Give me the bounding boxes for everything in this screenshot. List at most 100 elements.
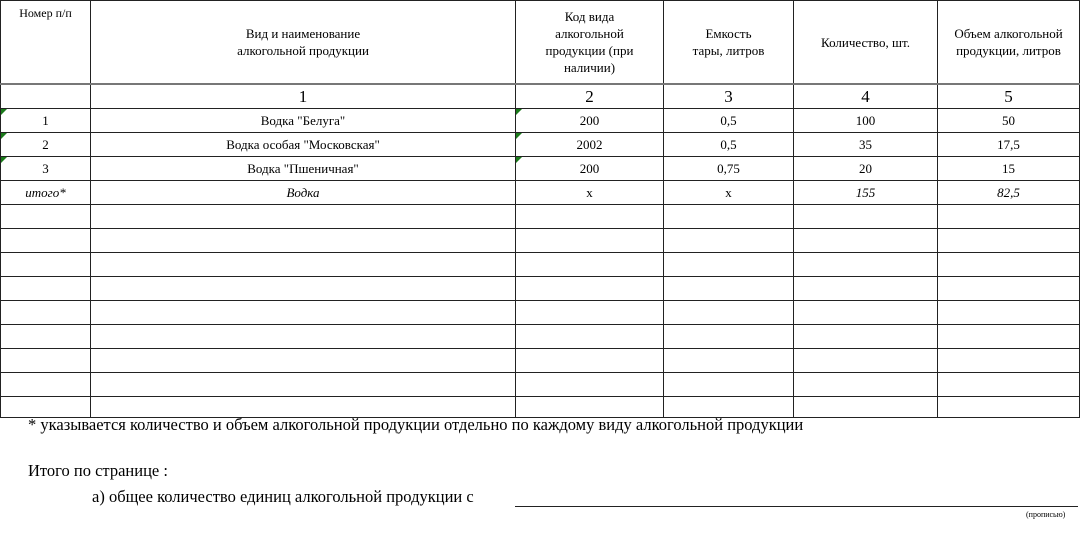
header-cell[interactable]: Вид и наименование алкогольной продукции bbox=[90, 0, 516, 85]
cell[interactable]: 3 bbox=[0, 156, 91, 181]
cell[interactable]: 0,75 bbox=[663, 156, 794, 181]
cell[interactable] bbox=[90, 276, 516, 301]
cell[interactable] bbox=[793, 228, 938, 253]
cell[interactable]: 200 bbox=[515, 108, 664, 133]
cell[interactable] bbox=[515, 372, 664, 397]
cell[interactable]: 5 bbox=[937, 83, 1080, 109]
cell[interactable] bbox=[937, 300, 1080, 325]
cell[interactable]: 100 bbox=[793, 108, 938, 133]
header-cell[interactable]: Емкость тары, литров bbox=[663, 0, 794, 85]
cell[interactable]: 50 bbox=[937, 108, 1080, 133]
empty-row bbox=[0, 228, 1080, 253]
cell[interactable] bbox=[0, 324, 91, 349]
cell[interactable] bbox=[793, 300, 938, 325]
number-as-text-marker-icon bbox=[1, 133, 7, 139]
cell[interactable] bbox=[937, 396, 1080, 418]
cell[interactable] bbox=[793, 276, 938, 301]
cell[interactable] bbox=[0, 300, 91, 325]
header-cell[interactable]: Номер п/п bbox=[0, 0, 91, 85]
cell[interactable]: 15 bbox=[937, 156, 1080, 181]
cell[interactable]: итого* bbox=[0, 180, 91, 205]
cell[interactable] bbox=[793, 324, 938, 349]
cell[interactable] bbox=[663, 204, 794, 229]
cell[interactable]: Водка особая "Московская" bbox=[90, 132, 516, 157]
cell[interactable]: 0,5 bbox=[663, 132, 794, 157]
empty-row bbox=[0, 252, 1080, 277]
cell[interactable] bbox=[515, 348, 664, 373]
cell[interactable] bbox=[0, 204, 91, 229]
cell[interactable] bbox=[0, 228, 91, 253]
cell[interactable] bbox=[0, 348, 91, 373]
cell[interactable] bbox=[937, 276, 1080, 301]
cell[interactable]: 3 bbox=[663, 83, 794, 109]
cell[interactable] bbox=[0, 252, 91, 277]
cell[interactable] bbox=[515, 228, 664, 253]
cell[interactable] bbox=[663, 276, 794, 301]
total-row: итого* Водка х х 155 82,5 bbox=[0, 180, 1080, 205]
header-cell[interactable]: Объем алкогольной продукции, литров bbox=[937, 0, 1080, 85]
cell[interactable] bbox=[937, 324, 1080, 349]
cell[interactable] bbox=[515, 204, 664, 229]
cell[interactable]: Водка "Белуга" bbox=[90, 108, 516, 133]
column-number-row: 1 2 3 4 5 bbox=[0, 83, 1080, 109]
cell[interactable] bbox=[663, 252, 794, 277]
cell[interactable] bbox=[90, 372, 516, 397]
cell[interactable]: х bbox=[663, 180, 794, 205]
cell[interactable]: 35 bbox=[793, 132, 938, 157]
cell[interactable]: 20 bbox=[793, 156, 938, 181]
cell[interactable]: 200 bbox=[515, 156, 664, 181]
cell[interactable] bbox=[937, 372, 1080, 397]
cell[interactable] bbox=[0, 83, 91, 109]
cell[interactable] bbox=[663, 300, 794, 325]
cell[interactable] bbox=[90, 204, 516, 229]
number-as-text-marker-icon bbox=[1, 157, 7, 163]
cell[interactable] bbox=[937, 204, 1080, 229]
cell[interactable]: 2 bbox=[0, 132, 91, 157]
cell[interactable] bbox=[515, 276, 664, 301]
number-as-text-marker-icon bbox=[516, 133, 522, 139]
in-words-hint: (прописью) bbox=[1026, 510, 1066, 519]
cell[interactable] bbox=[937, 348, 1080, 373]
cell[interactable] bbox=[90, 300, 516, 325]
empty-row bbox=[0, 300, 1080, 325]
cell[interactable] bbox=[663, 348, 794, 373]
cell[interactable] bbox=[663, 228, 794, 253]
cell[interactable] bbox=[90, 228, 516, 253]
cell[interactable] bbox=[90, 324, 516, 349]
cell[interactable] bbox=[90, 252, 516, 277]
cell[interactable] bbox=[793, 252, 938, 277]
cell[interactable] bbox=[793, 372, 938, 397]
cell[interactable]: 0,5 bbox=[663, 108, 794, 133]
cell[interactable]: 2 bbox=[515, 83, 664, 109]
cell[interactable] bbox=[663, 324, 794, 349]
alcohol-table: Номер п/п Вид и наименование алкогольной… bbox=[0, 0, 1080, 418]
fill-in-line[interactable] bbox=[515, 506, 1078, 507]
cell[interactable]: 4 bbox=[793, 83, 938, 109]
header-cell[interactable]: Количество, шт. bbox=[793, 0, 938, 85]
cell[interactable] bbox=[515, 300, 664, 325]
header-cell[interactable]: Код вида алкогольной продукции (при нали… bbox=[515, 0, 664, 85]
cell[interactable] bbox=[793, 348, 938, 373]
cell[interactable]: 17,5 bbox=[937, 132, 1080, 157]
cell[interactable]: 155 bbox=[793, 180, 938, 205]
empty-row bbox=[0, 204, 1080, 229]
empty-row bbox=[0, 348, 1080, 373]
cell[interactable] bbox=[90, 348, 516, 373]
cell[interactable] bbox=[937, 228, 1080, 253]
cell[interactable] bbox=[515, 252, 664, 277]
cell[interactable]: 82,5 bbox=[937, 180, 1080, 205]
cell[interactable]: Водка "Пшеничная" bbox=[90, 156, 516, 181]
cell[interactable] bbox=[793, 204, 938, 229]
cell[interactable] bbox=[663, 372, 794, 397]
cell[interactable] bbox=[937, 252, 1080, 277]
cell[interactable]: 2002 bbox=[515, 132, 664, 157]
cell[interactable]: х bbox=[515, 180, 664, 205]
cell[interactable]: 1 bbox=[90, 83, 516, 109]
cell[interactable]: 1 bbox=[0, 108, 91, 133]
cell[interactable] bbox=[0, 276, 91, 301]
cell[interactable] bbox=[793, 396, 938, 418]
cell[interactable] bbox=[515, 324, 664, 349]
cell[interactable] bbox=[0, 372, 91, 397]
cell[interactable]: Водка bbox=[90, 180, 516, 205]
page-total-label: Итого по странице : bbox=[28, 461, 168, 480]
